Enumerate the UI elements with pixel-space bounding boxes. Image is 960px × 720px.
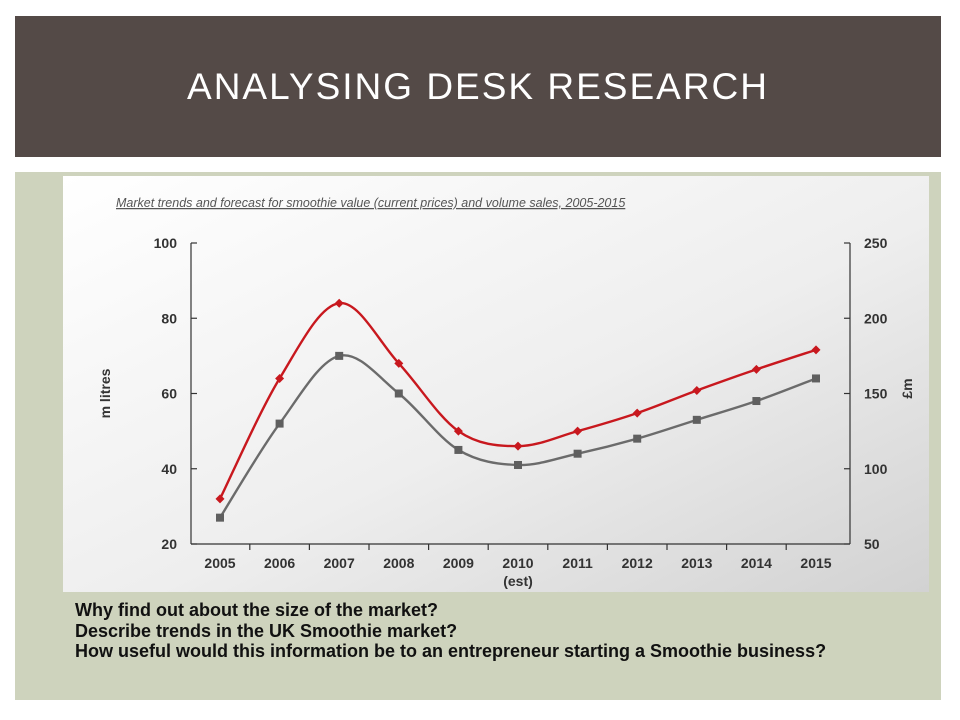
question-2: Describe trends in the UK Smoothie marke… [75, 620, 458, 641]
value-series-point [513, 441, 523, 451]
value-series-line [218, 301, 817, 500]
volume-series-point [573, 449, 582, 458]
volume-series-point [216, 513, 224, 522]
chart-title: Market trends and forecast for smoothie … [116, 196, 625, 210]
x-tick-label: 2013 [681, 555, 712, 571]
volume-series-point [514, 460, 522, 469]
right-tick-label: 250 [864, 235, 888, 251]
value-series-point [632, 408, 642, 418]
volume-series-point [812, 374, 820, 383]
left-axis-label: m litres [97, 368, 113, 418]
volume-series-point [692, 415, 701, 424]
value-series-point [334, 298, 344, 308]
value-series-point [692, 385, 702, 395]
x-tick-sublabel: (est) [503, 573, 533, 589]
value-series-point [811, 345, 821, 355]
volume-series-point [394, 389, 403, 398]
market-trend-chart: Market trends and forecast for smoothie … [63, 176, 929, 592]
chart-panel: Market trends and forecast for smoothie … [63, 176, 929, 592]
x-tick-label: 2005 [204, 555, 235, 571]
volume-series-point [454, 445, 463, 454]
x-tick-label: 2011 [562, 555, 593, 571]
value-series-point [394, 358, 404, 368]
value-series-point [215, 494, 225, 504]
right-tick-label: 200 [864, 310, 888, 326]
left-tick-label: 40 [161, 461, 177, 477]
slide-title: ANALYSING DESK RESEARCH [187, 65, 769, 107]
value-series-point [453, 426, 463, 436]
right-tick-label: 100 [864, 461, 888, 477]
volume-series-point [633, 434, 642, 443]
volume-series-point [752, 397, 761, 406]
volume-series-line [218, 354, 817, 519]
left-tick-label: 20 [161, 536, 177, 552]
volume-series-point [275, 419, 284, 428]
left-tick-label: 100 [154, 235, 178, 251]
discussion-questions: Why find out about the size of the marke… [75, 600, 915, 662]
chart-background [63, 176, 929, 592]
question-1: Why find out about the size of the marke… [75, 600, 439, 620]
slide-header: ANALYSING DESK RESEARCH [15, 16, 941, 157]
x-tick-label: 2009 [443, 555, 474, 571]
x-tick-label: 2014 [741, 555, 772, 571]
left-tick-label: 60 [161, 386, 177, 402]
x-tick-label: 2007 [324, 555, 355, 571]
volume-series-point [335, 351, 344, 360]
right-tick-label: 50 [864, 536, 880, 552]
x-tick-label: 2010 [502, 555, 533, 571]
value-series-point [275, 373, 285, 383]
question-3: How useful would this information be to … [75, 641, 827, 661]
value-series-point [751, 364, 761, 374]
left-tick-label: 80 [161, 310, 177, 326]
value-series-point [573, 426, 583, 436]
right-axis-label: £m [899, 378, 915, 398]
right-tick-label: 150 [864, 386, 888, 402]
x-tick-label: 2006 [264, 555, 295, 571]
x-tick-label: 2012 [622, 555, 653, 571]
x-tick-label: 2008 [383, 555, 414, 571]
x-tick-label: 2015 [800, 555, 831, 571]
